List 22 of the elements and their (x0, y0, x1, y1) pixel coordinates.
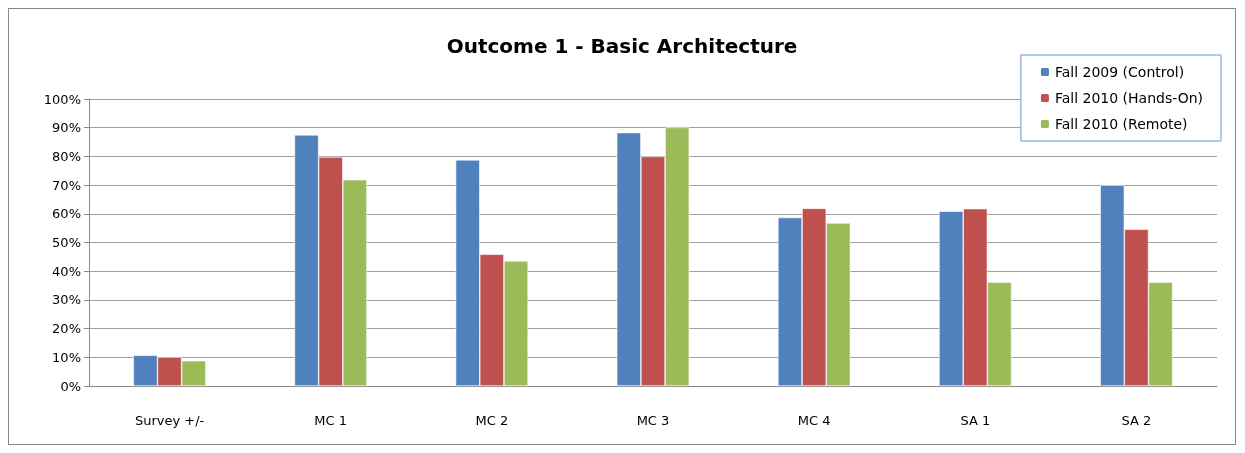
y-tick-label: 100% (43, 91, 81, 107)
x-tick-label: SA 2 (1121, 413, 1152, 428)
x-tick-label: MC 2 (475, 413, 509, 428)
y-tick-label: 0% (60, 378, 81, 394)
y-tick-label: 80% (52, 148, 81, 164)
y-tick-label: 20% (52, 321, 81, 337)
y-tick-label: 90% (52, 120, 81, 136)
y-tick-label: 40% (52, 263, 81, 279)
legend-label: Fall 2010 (Hands-On) (1054, 90, 1203, 106)
y-tick-label: 70% (52, 177, 81, 193)
x-tick-label: MC 3 (636, 413, 670, 428)
x-tick-label: MC 4 (797, 413, 831, 428)
y-tick-label: 50% (52, 235, 81, 250)
y-tick-label: 60% (52, 206, 81, 222)
x-tick-label: MC 1 (314, 413, 348, 428)
x-tick-label: SA 1 (960, 413, 991, 428)
y-tick-label: 10% (52, 349, 81, 365)
y-tick-label: 30% (52, 292, 81, 308)
legend-label: Fall 2009 (Control) (1054, 64, 1185, 80)
x-tick-label: Survey +/- (134, 413, 205, 428)
chart-title: Outcome 1 - Basic Architecture (446, 34, 798, 58)
legend-label: Fall 2010 (Remote) (1054, 116, 1188, 132)
